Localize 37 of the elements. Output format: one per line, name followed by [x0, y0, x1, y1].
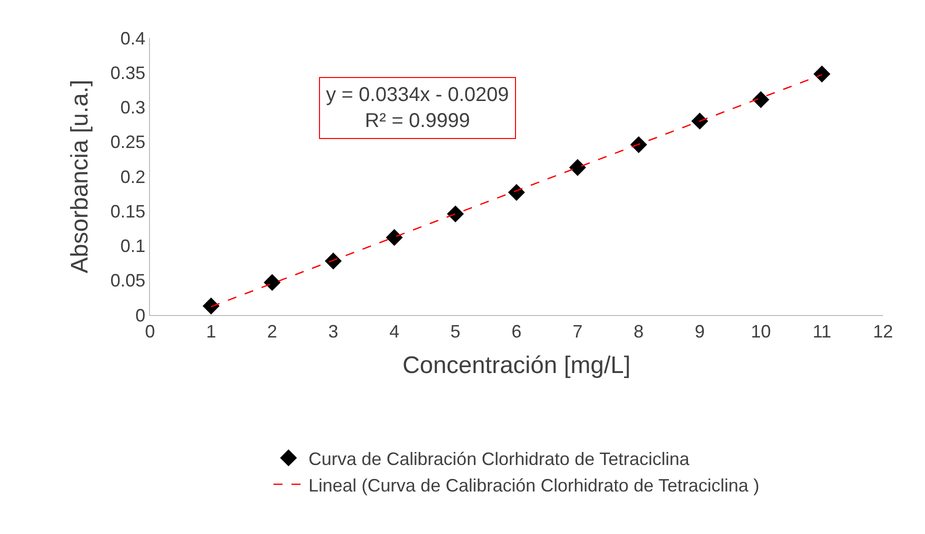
- point: [446, 205, 464, 222]
- x-tick-label: 3: [328, 322, 338, 342]
- point: [630, 136, 648, 154]
- y-tick-label: 0.1: [120, 236, 146, 256]
- y-tick-label: 0.4: [120, 28, 146, 48]
- point: [508, 184, 525, 201]
- x-tick-label: 2: [267, 322, 278, 342]
- x-tick-label: 12: [872, 322, 894, 342]
- x-tick-label: 7: [572, 322, 583, 342]
- y-tick-label: 0: [135, 305, 146, 326]
- x-axis-title: Concentración [mg/L]: [402, 352, 631, 379]
- y-tick-label: 0.35: [110, 62, 146, 83]
- point: [324, 252, 342, 270]
- x-tick-label: 4: [389, 322, 400, 342]
- x-tick-label: 11: [812, 322, 832, 342]
- point: [569, 159, 586, 176]
- x-tick-label: 10: [750, 322, 771, 342]
- y-tick-label: 0.15: [110, 201, 146, 222]
- y-tick-label: 0.3: [120, 98, 146, 118]
- y-tick-label: 0.05: [110, 270, 146, 291]
- x-tick-label: 8: [634, 322, 644, 342]
- annotation: y = 0.0334x - 0.0209 R² = 0.9999: [326, 84, 509, 132]
- x-tick-label: 5: [450, 322, 460, 342]
- y-tick-label: 0.2: [120, 166, 146, 187]
- legend-label: Lineal (Curva de Calibración Clorhidrato de Tetraciclina ): [308, 475, 760, 496]
- point: [386, 228, 403, 246]
- x-tick-label: 1: [206, 322, 216, 342]
- point: [813, 66, 830, 82]
- point: [202, 298, 220, 314]
- x-tick-label: 6: [511, 322, 522, 342]
- legend-label: Curva de Calibración Clorhidrato de Tetraciclina: [308, 448, 690, 469]
- y-axis-title: Absorbancia [u.a.]: [66, 80, 94, 274]
- point: [691, 112, 708, 130]
- x-tick-label: 9: [694, 322, 705, 342]
- y-tick-label: 0.25: [110, 132, 146, 152]
- point: [264, 274, 281, 291]
- point: [752, 91, 770, 108]
